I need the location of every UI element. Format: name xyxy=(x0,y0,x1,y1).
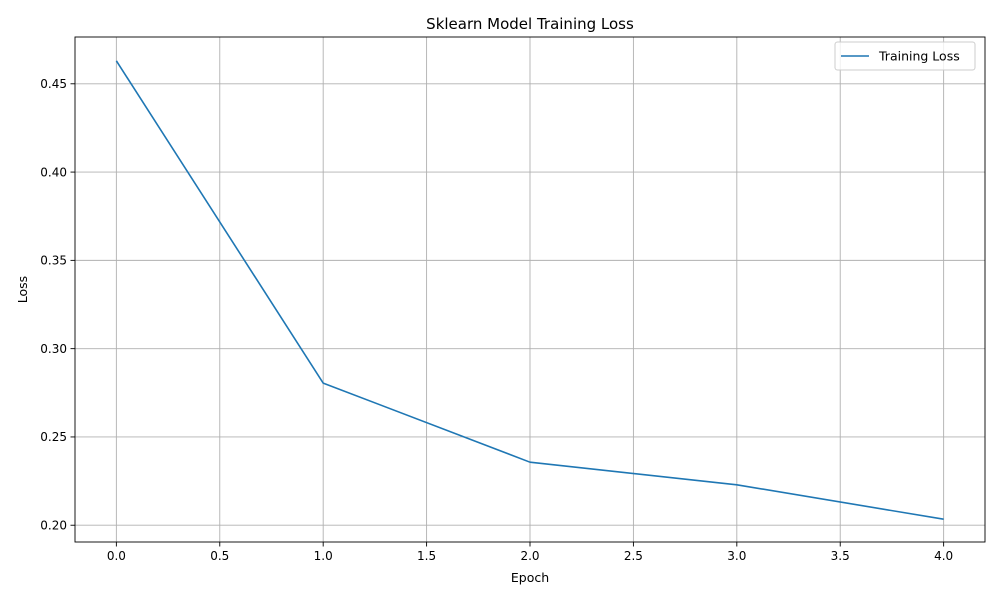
y-tick-label: 0.25 xyxy=(40,430,67,444)
y-tick-label: 0.45 xyxy=(40,77,67,91)
y-tick-label: 0.20 xyxy=(40,519,67,533)
y-tick-label: 0.40 xyxy=(40,165,67,179)
x-tick-label: 0.5 xyxy=(210,549,229,563)
x-tick-label: 2.5 xyxy=(624,549,643,563)
series-line xyxy=(115,60,944,521)
x-axis-label: Epoch xyxy=(511,570,549,585)
x-axis: 0.0 0.5 1.0 1.5 2.0 2.5 3.0 3.5 4.0 xyxy=(107,542,953,563)
x-tick-label: 0.0 xyxy=(107,549,126,563)
legend: Training Loss xyxy=(834,41,976,71)
y-axis-label: Loss xyxy=(15,276,30,303)
grid xyxy=(75,37,985,542)
x-tick-label: 3.0 xyxy=(727,549,746,563)
x-tick-label: 1.0 xyxy=(314,549,333,563)
y-tick-label: 0.35 xyxy=(40,254,67,268)
y-tick-label: 0.30 xyxy=(40,342,67,356)
x-tick-label: 1.5 xyxy=(417,549,436,563)
chart-title: Sklearn Model Training Loss xyxy=(426,15,634,33)
x-tick-label: 4.0 xyxy=(934,549,953,563)
y-axis: 0.20 0.25 0.30 0.35 0.40 0.45 xyxy=(40,77,75,533)
x-tick-label: 2.0 xyxy=(520,549,539,563)
series-layer xyxy=(115,60,944,521)
legend-box xyxy=(834,41,976,71)
legend-label: Training Loss xyxy=(878,49,960,64)
x-tick-label: 3.5 xyxy=(831,549,850,563)
